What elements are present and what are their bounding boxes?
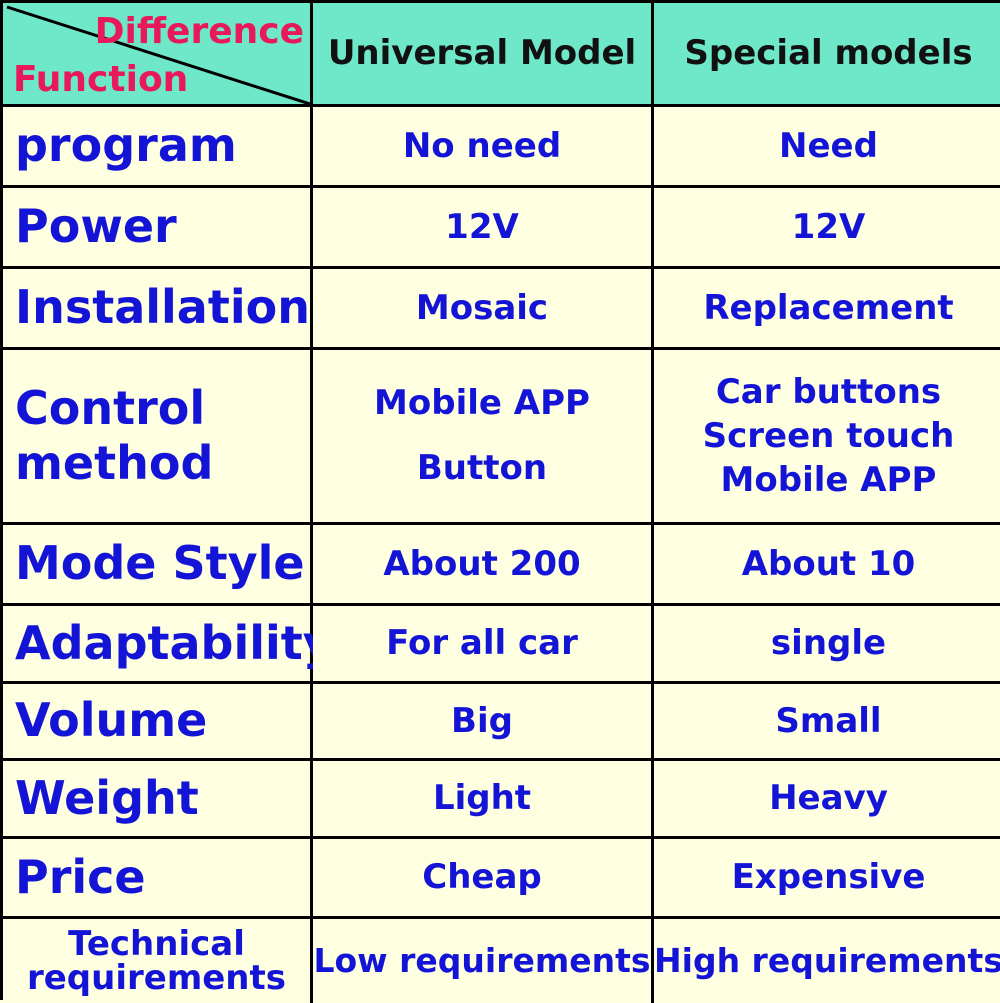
function-line: Control xyxy=(15,380,206,435)
function-cell: Price xyxy=(3,839,313,919)
special-cell: Heavy xyxy=(654,761,1000,839)
special-cell: Small xyxy=(654,684,1000,761)
difference-label: Difference xyxy=(94,11,304,52)
special-line: Mobile APP xyxy=(720,460,937,501)
universal-cell: Cheap xyxy=(313,839,654,919)
special-cell: Replacement xyxy=(654,269,1000,350)
function-line: Technical xyxy=(68,924,245,964)
universal-line: Button xyxy=(416,448,548,488)
function-cell: Volume xyxy=(3,684,313,761)
function-cell: Adaptability xyxy=(3,606,333,684)
special-cell: Car buttons Screen touch Mobile APP xyxy=(654,350,1000,525)
diagonal-divider xyxy=(6,5,310,104)
universal-cell: Low requirements xyxy=(313,919,654,1003)
corner-header-cell: Difference Function xyxy=(3,3,313,107)
universal-cell: No need xyxy=(313,107,654,188)
universal-cell: Mosaic xyxy=(313,269,654,350)
function-cell: Power xyxy=(3,188,313,269)
function-cell: Installation xyxy=(3,269,313,350)
special-cell: Expensive xyxy=(654,839,1000,919)
special-cell: single xyxy=(654,606,1000,684)
universal-cell: For all car xyxy=(313,606,654,684)
special-cell: Need xyxy=(654,107,1000,188)
function-label: Function xyxy=(13,59,189,100)
special-line: Screen touch xyxy=(702,415,955,456)
function-line: requirements xyxy=(26,958,287,998)
function-cell: Technical requirements xyxy=(3,919,313,1003)
function-cell: program xyxy=(3,107,313,188)
function-cell: Control method xyxy=(3,350,313,525)
universal-cell: Big xyxy=(313,684,654,761)
function-line: method xyxy=(15,436,214,490)
universal-cell: About 200 xyxy=(313,525,654,606)
special-cell: About 10 xyxy=(654,525,1000,606)
universal-line: Mobile APP xyxy=(374,383,590,424)
special-line: Car buttons xyxy=(715,371,942,412)
special-cell: High requirements xyxy=(654,919,1000,1003)
universal-cell: 12V xyxy=(313,188,654,269)
universal-cell: Mobile APP Button xyxy=(313,350,654,525)
function-cell: Weight xyxy=(3,761,313,839)
special-cell: 12V xyxy=(654,188,1000,269)
function-cell: Mode Style xyxy=(3,525,313,606)
universal-cell: Light xyxy=(313,761,654,839)
header-universal-model: Universal Model xyxy=(313,3,654,107)
header-special-models: Special models xyxy=(654,3,1000,107)
